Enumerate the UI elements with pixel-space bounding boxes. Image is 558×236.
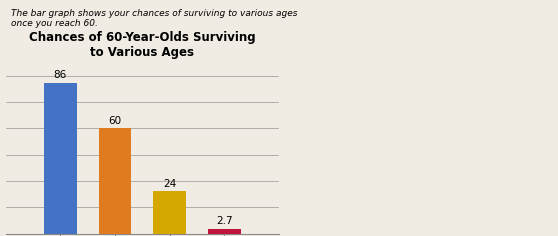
Title: Chances of 60-Year-Olds Surviving
to Various Ages: Chances of 60-Year-Olds Surviving to Var…	[29, 31, 256, 59]
Text: 60: 60	[108, 116, 122, 126]
Bar	[44, 83, 76, 234]
Bar	[153, 191, 186, 234]
Text: 86: 86	[54, 70, 67, 80]
Text: The bar graph shows your chances of surviving to various ages
once you reach 60.: The bar graph shows your chances of surv…	[11, 9, 297, 28]
Text: 2.7: 2.7	[216, 216, 233, 226]
Bar	[208, 229, 240, 234]
Text: 24: 24	[163, 179, 176, 189]
Bar	[99, 128, 131, 234]
